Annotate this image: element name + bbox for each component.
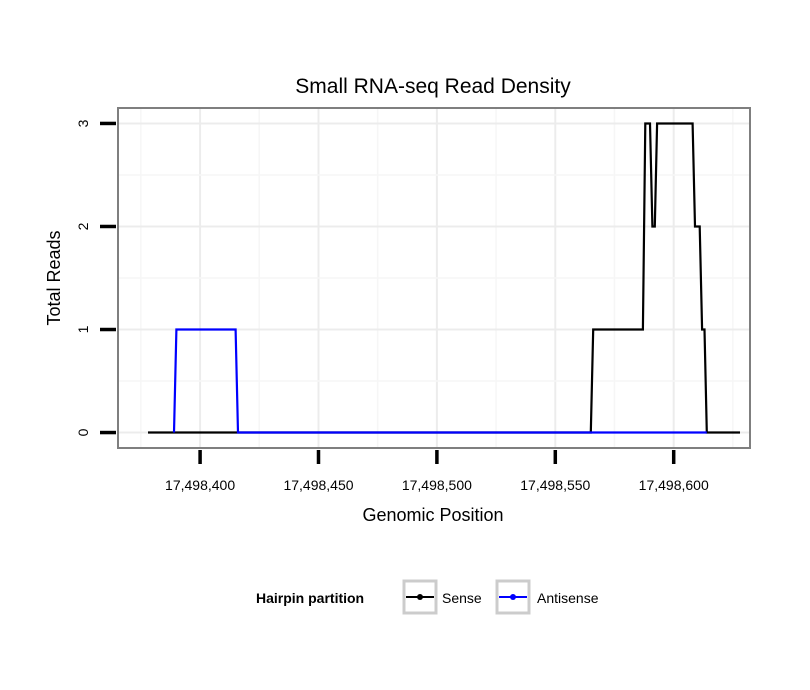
x-tick-label: 17,498,500 [402, 477, 472, 493]
plot-border [117, 107, 751, 449]
series-line-sense [148, 122, 740, 434]
y-tick-label: 0 [75, 428, 91, 436]
x-tick-label: 17,498,550 [520, 477, 590, 493]
legend-dot-sense [417, 594, 423, 600]
x-tick-label: 17,498,400 [165, 477, 235, 493]
x-axis-title: Genomic Position [362, 505, 503, 525]
chart-title: Small RNA-seq Read Density [295, 75, 571, 98]
legend-title: Hairpin partition [256, 590, 364, 606]
y-tick-label: 1 [75, 325, 91, 333]
legend-label-sense: Sense [442, 590, 482, 606]
y-tick-label: 3 [75, 119, 91, 127]
series-layer [148, 122, 740, 434]
legend-dot-antisense [510, 594, 516, 600]
legend-label-antisense: Antisense [537, 590, 599, 606]
x-tick-label: 17,498,450 [283, 477, 353, 493]
x-tick-label: 17,498,600 [639, 477, 709, 493]
y-axis-title: Total Reads [44, 230, 64, 325]
x-axis: 17,498,400 17,498,450 17,498,500 17,498,550… [165, 450, 709, 493]
gridlines [118, 108, 750, 448]
legend-item-sense: Sense [402, 579, 482, 615]
y-axis: 0 1 2 3 [75, 119, 116, 436]
legend: Hairpin partition Sense Antisense [256, 579, 599, 615]
series-line-antisense [172, 328, 707, 434]
legend-item-antisense: Antisense [495, 579, 599, 615]
y-tick-label: 2 [75, 222, 91, 230]
